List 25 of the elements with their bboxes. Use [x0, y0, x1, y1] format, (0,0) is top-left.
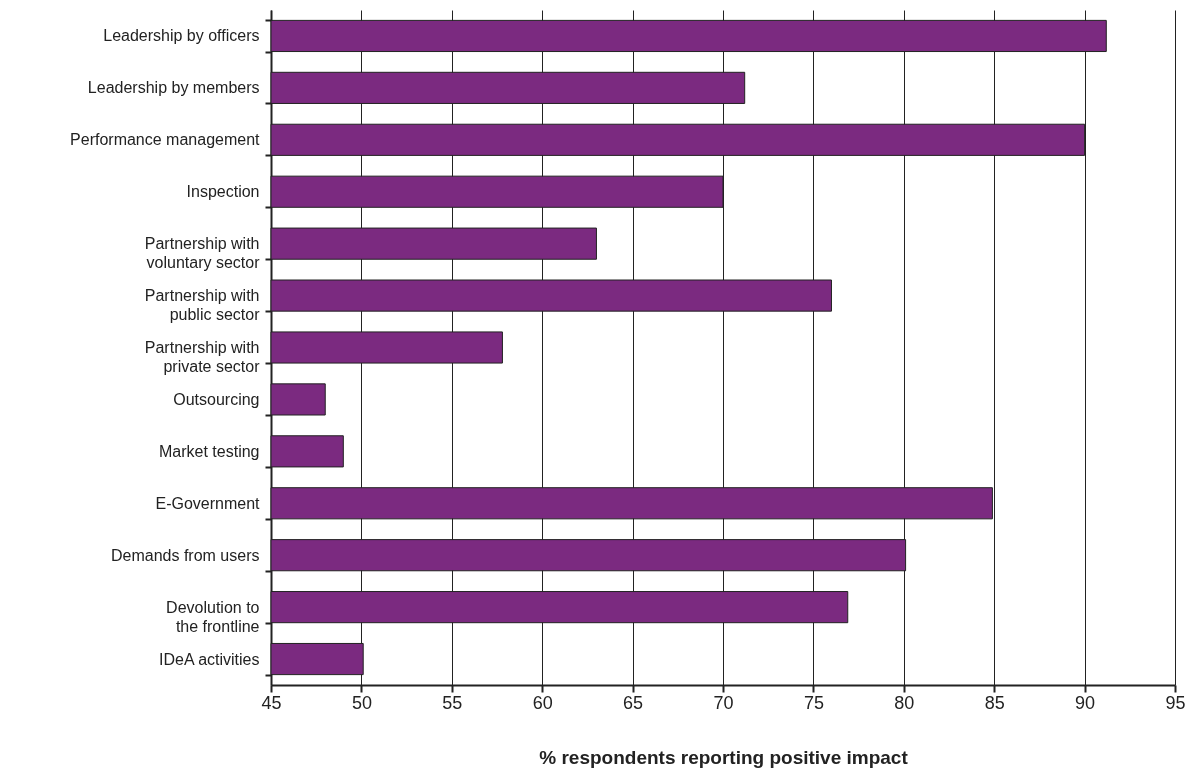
x-tick-label: 50 — [351, 692, 372, 713]
y-tick-label: IDeA activities — [159, 650, 260, 668]
x-axis-title: % respondents reporting positive impact — [539, 746, 909, 768]
y-tick-label: Leadership by officers — [103, 27, 260, 45]
x-tick-label: 90 — [1075, 692, 1096, 713]
x-tick-label: 60 — [532, 692, 553, 713]
x-tick-label: 45 — [261, 692, 282, 713]
x-tick-label: 80 — [894, 692, 915, 713]
y-tick-label: Inspection — [186, 183, 260, 201]
y-tick-label: Market testing — [159, 442, 260, 460]
y-tick-label: Demands from users — [111, 546, 260, 564]
y-tick-label: Partnership with public sector — [144, 287, 261, 324]
y-tick-label: Partnership with voluntary sector — [144, 235, 261, 272]
x-tick-label: 65 — [623, 692, 644, 713]
x-tick-label: 85 — [984, 692, 1005, 713]
x-tick-label: 55 — [442, 692, 463, 713]
y-tick-label: Partnership with private sector — [144, 339, 261, 375]
y-tick-label: Devolution to the frontline — [166, 598, 260, 635]
y-tick-label: Outsourcing — [173, 390, 260, 408]
x-tick-label: 75 — [803, 692, 824, 713]
x-tick-label: 70 — [713, 692, 734, 713]
y-tick-label: E-Government — [155, 494, 261, 512]
x-tick-label: 95 — [1165, 692, 1186, 713]
y-tick-label: Performance management — [70, 131, 261, 149]
y-tick-label: Leadership by members — [87, 79, 260, 97]
